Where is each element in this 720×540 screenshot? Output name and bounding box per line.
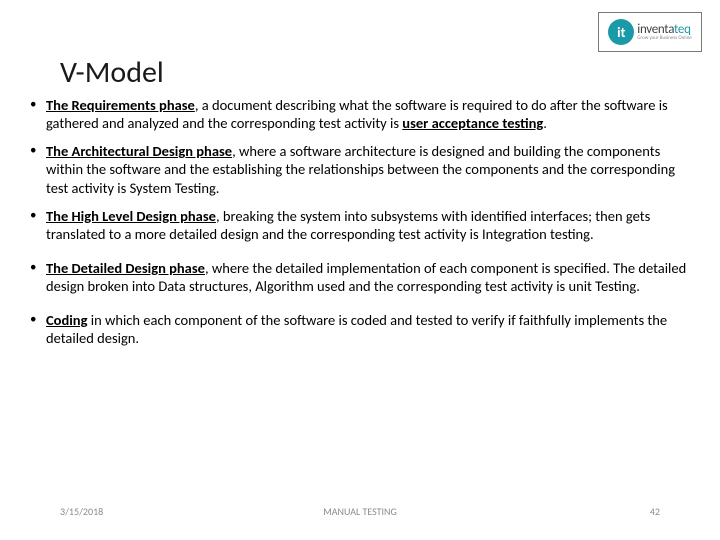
footer-date: 3/15/2018 xyxy=(60,505,103,518)
bullet-mark: • xyxy=(30,142,46,196)
page-title: V-Model xyxy=(60,54,164,91)
list-item: • The Detailed Design phase, where the d… xyxy=(30,259,690,295)
footer-page: 42 xyxy=(650,505,660,518)
footer-center: MANUAL TESTING xyxy=(323,505,397,518)
bullet-text: Coding in which each component of the so… xyxy=(46,311,690,347)
list-item: • The Architectural Design phase, where … xyxy=(30,142,690,196)
logo-text: inventateq Grow your Business Online xyxy=(637,23,691,41)
bullet-text: The Requirements phase, a document descr… xyxy=(46,96,690,132)
logo-icon: it xyxy=(608,19,634,45)
bullet-text: The Architectural Design phase, where a … xyxy=(46,142,690,196)
bullet-mark: • xyxy=(30,96,46,132)
bullet-mark: • xyxy=(30,259,46,295)
bullet-mark: • xyxy=(30,311,46,347)
footer: 3/15/2018 MANUAL TESTING 42 xyxy=(0,505,720,518)
bullet-list: • The Requirements phase, a document des… xyxy=(30,96,690,357)
list-item: • The Requirements phase, a document des… xyxy=(30,96,690,132)
logo-container: it inventateq Grow your Business Online xyxy=(598,12,702,52)
bullet-mark: • xyxy=(30,207,46,243)
logo-tagline: Grow your Business Online xyxy=(637,36,691,41)
bullet-text: The High Level Design phase, breaking th… xyxy=(46,207,690,243)
bullet-text: The Detailed Design phase, where the det… xyxy=(46,259,690,295)
list-item: • The High Level Design phase, breaking … xyxy=(30,207,690,243)
list-item: • Coding in which each component of the … xyxy=(30,311,690,347)
